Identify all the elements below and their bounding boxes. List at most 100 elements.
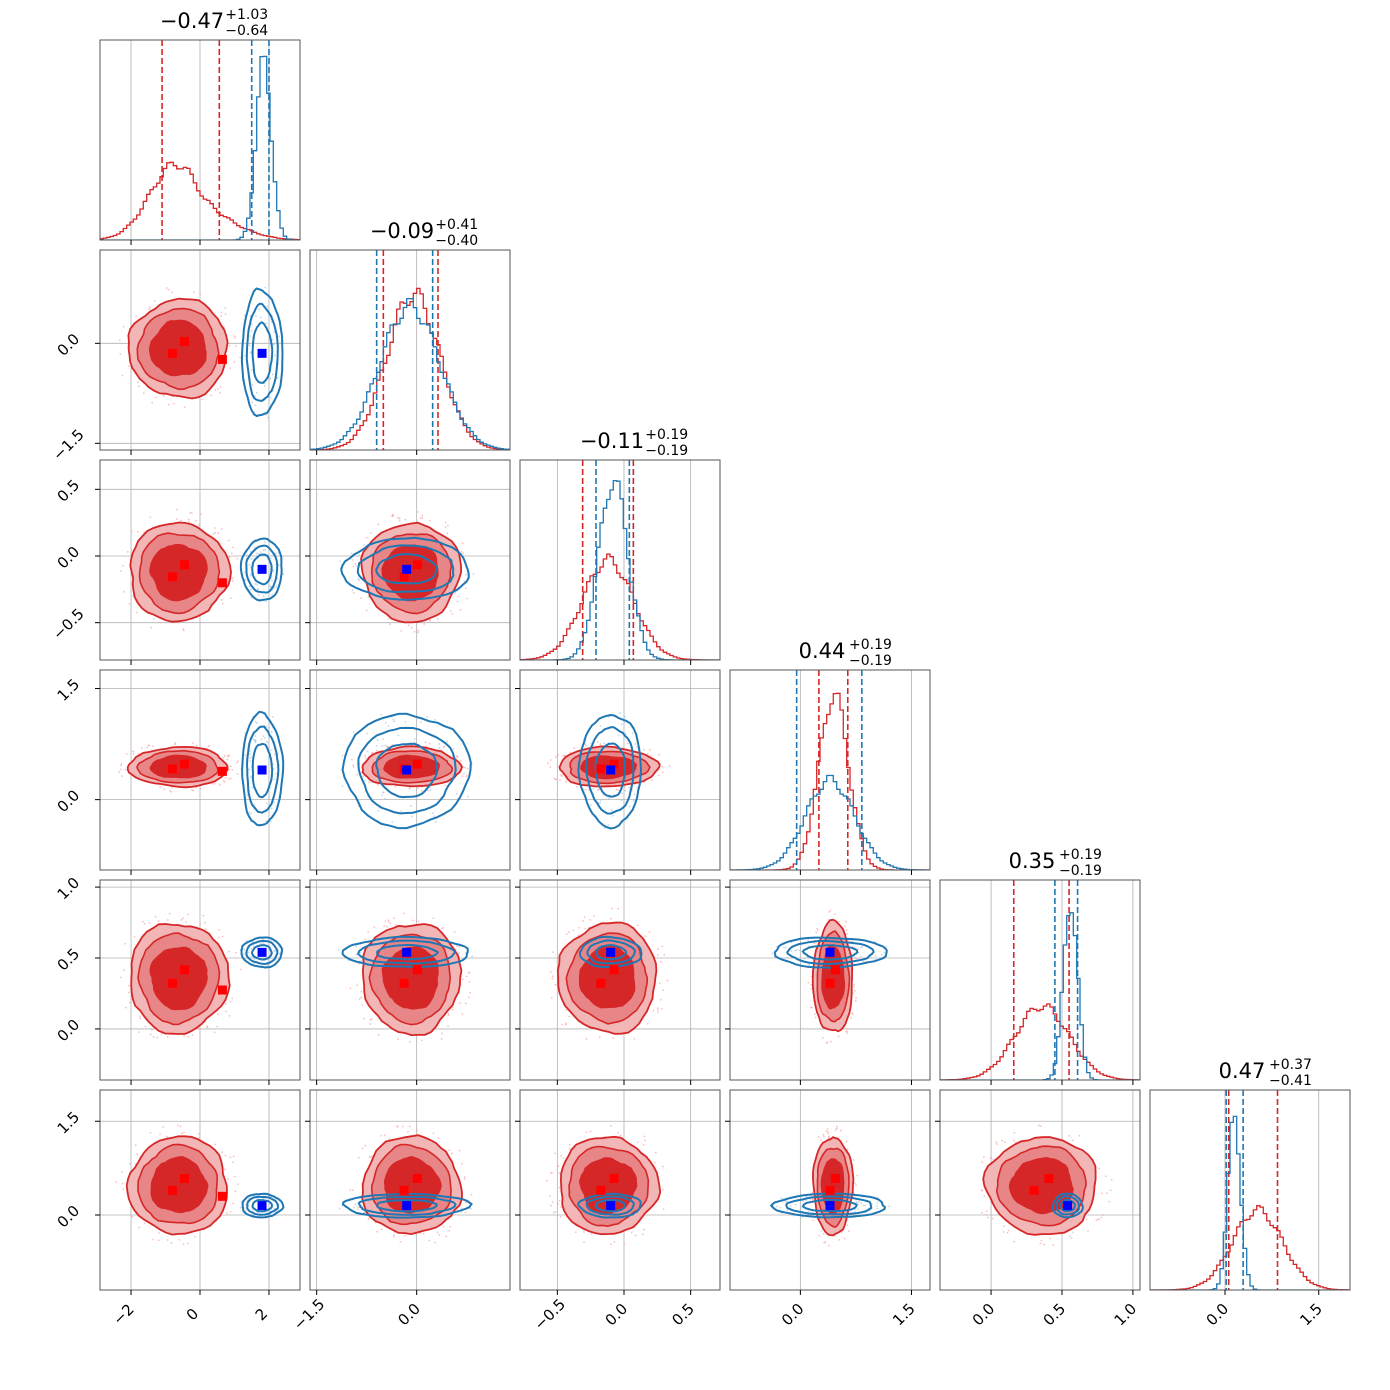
red-sample-dot [589, 918, 591, 921]
blue-sample-dot [260, 942, 263, 945]
red-sample-dot [821, 1037, 824, 1039]
red-sample-dot [855, 957, 858, 960]
x-tick-label: 0.0 [969, 1300, 999, 1330]
red-sample-dot [235, 761, 238, 764]
blue-sample-dot [366, 750, 369, 753]
red-sample-dot [437, 1137, 440, 1140]
red-sample-dot [387, 919, 390, 922]
red-sample-dot [236, 557, 239, 560]
red-sample-dot [668, 765, 671, 767]
blue-contour-1 [356, 939, 457, 965]
blue-sample-dot [433, 815, 435, 818]
red-sample-dot [167, 288, 170, 291]
blue-contour-0 [340, 536, 470, 601]
blue-truth-marker [402, 765, 412, 775]
blue-contour-2 [251, 742, 274, 799]
red-sample-dot [663, 953, 666, 956]
red-sample-dot [380, 1134, 382, 1137]
red-sample-dot [468, 980, 471, 983]
blue-sample-dot [375, 745, 378, 747]
blue-sample-dot [264, 737, 266, 739]
blue-sample-dot [455, 792, 458, 795]
red-sample-dot [376, 784, 379, 786]
red-sample-dot [166, 1239, 169, 1241]
red-sample-dot [135, 611, 138, 614]
blue-sample-dot [798, 949, 801, 952]
red-sample-dot [368, 781, 371, 784]
red-sample-dot [828, 1135, 830, 1138]
blue-sample-dot [460, 1207, 463, 1210]
panel-content [1150, 1090, 1350, 1290]
red-sample-dot [158, 1232, 161, 1234]
blue-sample-dot [612, 814, 614, 817]
red-sample-dot [1043, 1243, 1046, 1246]
red-sample-dot [198, 1136, 201, 1139]
red-sample-dot [465, 975, 468, 978]
red-sample-dot [1038, 1124, 1040, 1127]
red-sample-dot [216, 1025, 219, 1028]
red-sample-dot [361, 1004, 364, 1007]
blue-sample-dot [249, 776, 252, 779]
red-sample-dot [457, 595, 460, 598]
red-sample-dot [416, 511, 419, 513]
red-sample-dot [597, 789, 600, 792]
red-sample-dot [119, 352, 122, 355]
red-sample-dot [447, 1025, 449, 1027]
red-sample-dot [201, 398, 203, 401]
red-sample-dot [166, 919, 169, 921]
red-sample-dot [850, 1017, 853, 1020]
red-sample-dot [811, 1006, 813, 1009]
blue-sample-dot [248, 344, 251, 347]
blue-sample-dot [276, 577, 279, 580]
blue-sample-dot [269, 378, 272, 380]
red-sample-dot [569, 751, 572, 754]
red-sample-dot [149, 1131, 152, 1134]
blue-sample-dot [271, 716, 274, 718]
blue-contour-1 [357, 1195, 457, 1216]
blue-contour-0 [241, 710, 285, 827]
blue-sample-dot [273, 949, 276, 952]
blue-sample-dot [270, 939, 272, 942]
red-sample-dot [396, 1125, 399, 1128]
red-sample-dot [1040, 1239, 1043, 1242]
red-sample-dot [590, 1233, 593, 1235]
blue-sample-dot [620, 799, 623, 802]
red-sample-dot [986, 1216, 989, 1219]
panel-content [310, 880, 510, 1080]
red-sample-dot [426, 789, 429, 792]
blue-sample-dot [384, 744, 387, 747]
blue-sample-dot [272, 343, 275, 346]
red-sample-dot [565, 1022, 568, 1025]
red-sample-dot [551, 951, 554, 954]
blue-sample-dot [260, 738, 263, 741]
blue-sample-dot [853, 956, 856, 959]
red-sample-dot [352, 764, 354, 766]
red-sample-dot [557, 1165, 560, 1167]
red-sample-dot [401, 1125, 404, 1128]
red-sample-dot [408, 1041, 411, 1043]
panel-4-1 [305, 879, 511, 1085]
blue-sample-dot [790, 950, 793, 952]
red-sample-dot [460, 550, 463, 553]
blue-sample-dot [271, 579, 273, 582]
red-sample-dot [388, 617, 390, 620]
blue-sample-dot [250, 369, 253, 371]
red-sample-dot [599, 743, 602, 745]
red-truth-marker [217, 578, 227, 588]
red-sample-dot [654, 1151, 657, 1154]
red-sample-dot [234, 1190, 237, 1193]
blue-truth-marker [402, 1201, 412, 1211]
red-sample-dot [445, 1235, 448, 1238]
blue-sample-dot [258, 308, 260, 311]
red-sample-dot [224, 307, 227, 309]
red-sample-dot [1001, 1139, 1004, 1142]
red-sample-dot [851, 1012, 853, 1015]
red-sample-dot [466, 597, 468, 600]
red-sample-dot [192, 291, 195, 294]
red-sample-dot [124, 768, 127, 771]
red-sample-dot [119, 976, 122, 979]
panel-title: −0.11 [580, 429, 644, 453]
red-sample-dot [200, 513, 202, 516]
red-sample-dot [561, 1023, 564, 1026]
blue-sample-dot [592, 787, 594, 790]
